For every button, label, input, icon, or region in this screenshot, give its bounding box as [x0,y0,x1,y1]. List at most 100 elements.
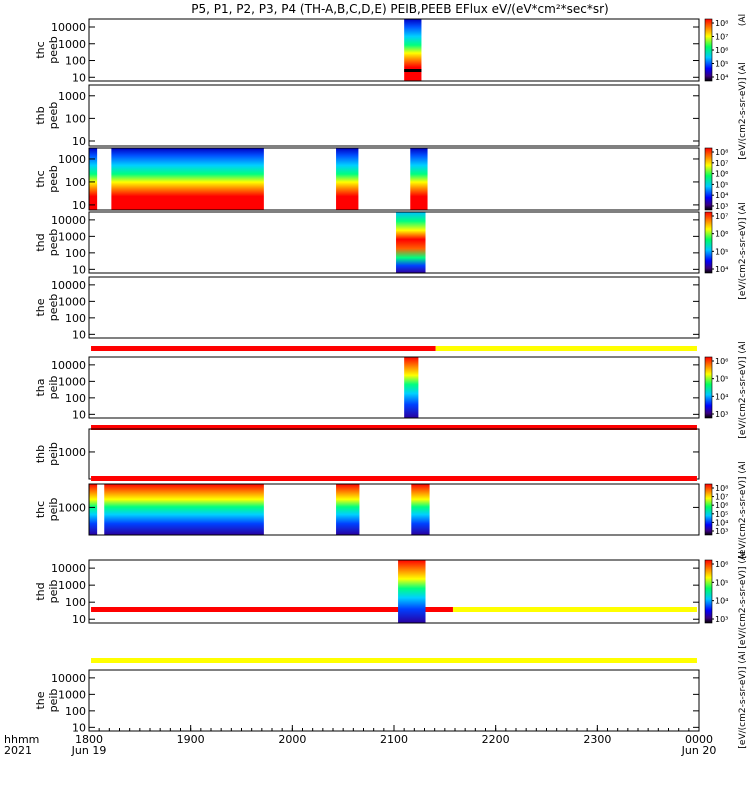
quality-bar [452,607,697,612]
colorbar [704,211,713,274]
y-tick-label: 100 [65,176,86,189]
colorbar-tick-label: 10³ [715,202,728,211]
panel-probe-label: thc [34,501,47,518]
y-tick-label: 10 [72,721,86,734]
colorbar-tick-label: 10⁴ [715,73,728,82]
panel-frame [88,428,700,480]
panel-probe-label: thc [34,170,47,187]
panel-probe-label: the [34,691,47,709]
y-tick-label: 100 [65,392,86,405]
panel-frame [88,669,700,732]
spectrogram-block [104,484,264,535]
y-tick-label: 10 [72,199,86,212]
panel-probe-label: thb [34,445,47,463]
y-tick-label: 1000 [58,375,86,388]
colorbar-tick-label: 10³ [715,410,728,419]
colorbar-tick-label: 10⁴ [715,191,728,200]
panel-probe-label: tha [34,378,47,396]
panel-thb-peeb: 10 100 1000 thb peeb [34,84,700,148]
colorbar-tick-label: 10⁷ [715,493,728,502]
quality-bar [91,346,436,351]
colorbar-unit-label: [eV/(cm2-s-sr-eV)] (Al [738,551,748,648]
colorbar-tick-label: 10⁷ [715,159,728,168]
colorbar-unit-label: [eV/(cm2-s-sr-eV)] (Al [738,651,748,748]
colorbar-tick-label: 10³ [715,615,728,624]
y-tick-label: 10000 [51,279,86,292]
y-tick-label: 100 [65,112,86,125]
colorbar-tick-label: 10⁸ [715,148,728,157]
y-tick-label: 1000 [58,90,86,103]
x-tick-label: 2000 [278,733,306,746]
colorbar-tick-label: 10³ [715,527,728,536]
colorbar [704,18,713,82]
colorbar-tick-label: 10⁸ [715,19,728,28]
y-tick-label: 1000 [58,230,86,243]
colorbar-unit-label: [eV/(cm2-s-sr-eV)] (Al [738,461,748,558]
panel-the-peeb: 10 100 1000 10000 the peeb [34,276,700,341]
y-tick-label: 100 [65,312,86,325]
x-tick-date: Jun 20 [681,744,717,757]
colorbar-tick-label: 10⁵ [715,375,728,384]
panel-probe-label: thd [34,233,47,251]
spectrogram-block [336,484,360,535]
panel-species-label: peib [47,442,60,466]
colorbar-tick-label: 10⁷ [715,33,728,42]
panel-probe-label: thc [34,41,47,58]
colorbar [704,559,713,624]
spectrogram-block [336,148,359,210]
panel-species-label: peeb [47,36,60,64]
panel-tha-peib: 10 100 1000 10000 tha peib 10³ 10⁴ 10⁵ 10⁶ [34,346,728,421]
x-tick-label: 1800 [75,733,103,746]
panel-frame [88,147,700,211]
y-tick-label: 1000 [58,688,86,701]
y-tick-label: 10000 [51,359,86,372]
panel-species-label: peib [47,498,60,522]
x-tick-label: 1900 [177,733,205,746]
colorbar-unit-label: [eV/(cm2-s-sr-eV)] (Al [738,62,748,159]
x-tick-label: 2100 [380,733,408,746]
panel-frame [88,483,700,536]
colorbar-tick-label: 10⁴ [715,392,728,401]
panel-species-label: peeb [47,229,60,257]
colorbar-tick-label: 10⁴ [715,597,728,606]
y-tick-label: 100 [65,55,86,68]
colorbar-tick-label: 10⁵ [715,180,728,189]
y-tick-label: 10 [72,71,86,84]
colorbar-tick-label: 10⁶ [715,170,728,179]
spectrogram-block [404,19,422,81]
panel-thc-peeb: 10 100 1000 10000 thc peeb 10⁴ 10⁵ 10⁶ 10⁷ 10⁸ [34,18,728,84]
y-tick-label: 10 [72,408,86,421]
colorbar-tick-label: 10⁶ [715,46,728,55]
y-tick-label: 10 [72,613,86,626]
chart-title: P5, P1, P2, P3, P4 (TH-A,B,C,D,E) PEIB,P… [191,2,608,16]
y-tick-label: 10 [72,328,86,341]
panel-species-label: peeb [47,165,60,193]
panel-species-label: peeb [47,102,60,130]
quality-bar [435,346,697,351]
panel-species-label: peib [47,689,60,713]
x-year-label: 2021 [4,744,32,757]
panel-frame [88,276,700,339]
x-format-label: hhmm [4,733,39,746]
colorbar-tick-label: 10⁶ [715,560,728,569]
colorbar-tick-label: 10⁴ [715,265,728,274]
panel-the-peib: 10 100 1000 10000 the peib [34,658,700,734]
colorbar-tick-label: 10⁵ [715,247,728,256]
y-tick-label: 10 [72,135,86,148]
spectrogram-block [404,357,419,418]
y-tick-label: 10000 [51,672,86,685]
spectrogram-block [411,484,430,535]
colorbar-tick-label: 10⁶ [715,357,728,366]
y-tick-label: 100 [65,596,86,609]
x-tick-label: 2200 [482,733,510,746]
spectrogram-block [89,148,98,210]
y-tick-label: 1000 [58,153,86,166]
y-tick-label: 100 [65,705,86,718]
quality-bar [91,425,697,430]
panel-frame [88,356,700,419]
colorbar-unit-label: [eV/(cm2-s-sr-eV)] (Al [738,341,748,438]
x-tick-date: Jun 19 [71,744,107,757]
